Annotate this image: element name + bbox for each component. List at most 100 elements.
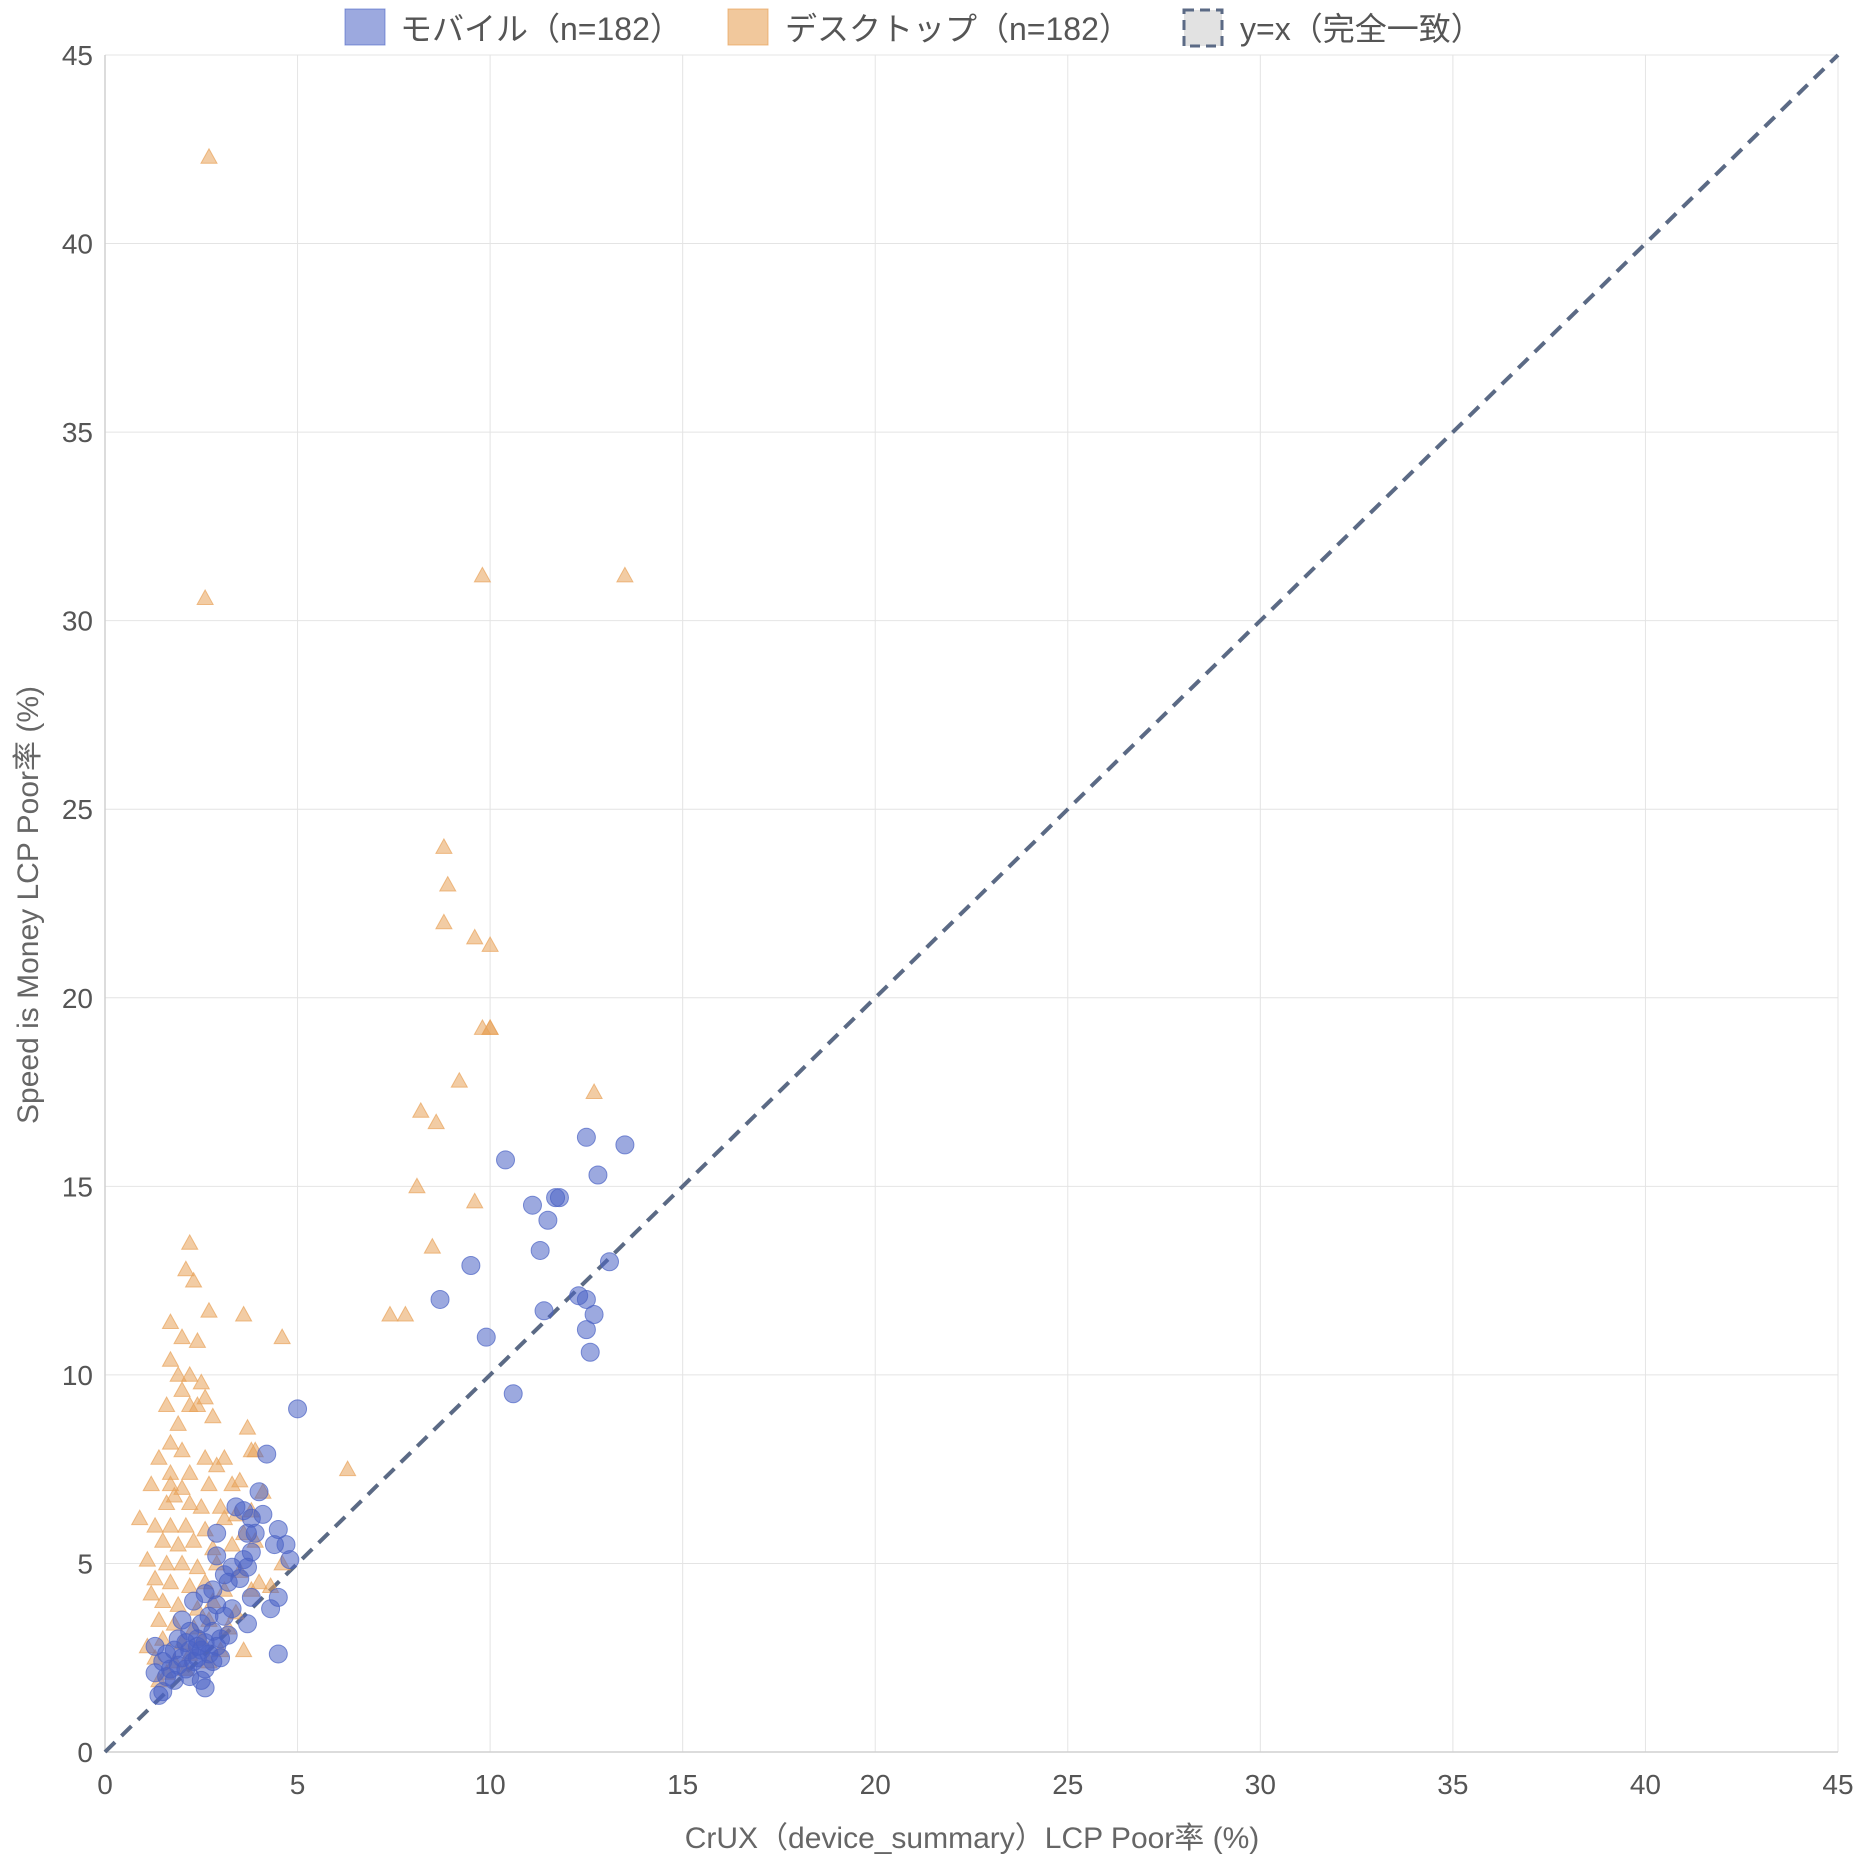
desktop-point <box>423 1237 442 1254</box>
mobile-point <box>522 1195 542 1215</box>
x-tick-label: 20 <box>860 1769 891 1800</box>
mobile-point <box>207 1546 227 1566</box>
desktop-point <box>157 1396 176 1412</box>
desktop-point <box>196 1448 214 1465</box>
x-tick-label: 35 <box>1437 1769 1468 1800</box>
desktop-point <box>473 566 492 583</box>
x-tick-label: 10 <box>475 1769 506 1800</box>
mobile-point <box>207 1523 227 1543</box>
desktop-point <box>481 935 499 952</box>
mobile-point <box>496 1150 516 1170</box>
mobile-point <box>164 1670 184 1690</box>
legend-swatch-mobile <box>344 8 386 46</box>
desktop-point <box>203 1407 222 1424</box>
desktop-point <box>161 1573 180 1590</box>
mobile-point <box>218 1572 238 1592</box>
y-tick-label: 25 <box>62 794 93 825</box>
x-tick-label: 25 <box>1052 1769 1083 1800</box>
desktop-point <box>153 1531 172 1548</box>
desktop-point <box>180 1365 199 1382</box>
y-tick-label: 40 <box>62 229 93 260</box>
mobile-point <box>241 1587 261 1607</box>
desktop-point <box>465 928 484 945</box>
y-tick-label: 15 <box>62 1171 93 1202</box>
x-tick-label: 5 <box>290 1769 306 1800</box>
mobile-point <box>280 1550 300 1570</box>
y-tick-label: 0 <box>77 1737 93 1768</box>
desktop-point <box>192 1497 211 1514</box>
desktop-point <box>180 1463 199 1480</box>
desktop-point <box>200 1301 218 1318</box>
mobile-point <box>264 1535 284 1555</box>
desktop-point <box>165 1486 184 1503</box>
reference-line-layer <box>103 53 1840 1754</box>
y-tick-label: 10 <box>62 1360 93 1391</box>
desktop-point <box>161 1350 180 1367</box>
mobile-point <box>187 1636 207 1656</box>
mobile-point <box>599 1252 619 1272</box>
desktop-point <box>200 1475 218 1492</box>
desktop-point <box>188 1331 207 1348</box>
desktop-point <box>188 1558 207 1575</box>
desktop-point <box>215 1448 234 1465</box>
mobile-point <box>476 1327 496 1347</box>
mobile-point <box>588 1165 608 1185</box>
desktop-point <box>180 1233 199 1250</box>
desktop-point <box>161 1433 180 1450</box>
desktop-point <box>435 837 453 854</box>
desktop-point <box>616 566 634 583</box>
legend-swatch-desktop <box>727 8 769 46</box>
desktop-point <box>169 1365 188 1382</box>
desktop-point <box>161 1313 180 1329</box>
x-axis-title: CrUX（device_summary）LCP Poor率 (%) <box>685 1822 1260 1855</box>
desktop-point <box>138 1550 157 1567</box>
y-axis-title: Speed is Money LCP Poor率 (%) <box>12 686 45 1124</box>
desktop-point <box>142 1584 161 1601</box>
y-tick-label: 35 <box>62 417 93 448</box>
mobile-point <box>268 1644 288 1664</box>
desktop-point <box>169 1535 188 1552</box>
x-tick-label: 15 <box>667 1769 698 1800</box>
desktop-point <box>238 1418 257 1435</box>
legend-label-reference: y=x（完全一致） <box>1240 11 1483 47</box>
grid <box>104 54 1839 1753</box>
desktop-point <box>180 1494 199 1511</box>
desktop-point <box>169 1595 188 1612</box>
x-tick-label: 30 <box>1245 1769 1276 1800</box>
mobile-point <box>214 1606 234 1626</box>
desktop-point <box>435 913 453 930</box>
desktop-point <box>150 1610 168 1627</box>
desktop-point <box>157 1554 176 1571</box>
mobile-point <box>503 1384 523 1404</box>
desktop-point <box>585 1083 603 1099</box>
mobile-point <box>184 1591 204 1611</box>
mobile-point <box>195 1678 215 1698</box>
desktop-point <box>211 1497 230 1514</box>
mobile-point <box>549 1188 569 1208</box>
desktop-point <box>396 1305 415 1322</box>
x-tick-label: 45 <box>1822 1769 1853 1800</box>
desktop-point <box>184 1531 203 1548</box>
desktop-point <box>173 1478 191 1495</box>
desktop-point <box>481 1018 499 1035</box>
mobile-point <box>249 1482 269 1502</box>
x-tick-label: 40 <box>1630 1769 1661 1800</box>
desktop-point <box>153 1592 172 1609</box>
desktop-point <box>408 1177 426 1194</box>
legend-label-mobile: モバイル（n=182） <box>400 11 682 47</box>
desktop-point <box>173 1441 191 1458</box>
desktop-point <box>438 875 457 892</box>
desktop-point <box>177 1516 195 1533</box>
desktop-point <box>427 1113 446 1130</box>
desktop-point <box>142 1475 161 1492</box>
mobile-point <box>430 1289 450 1309</box>
x-tick-label: 0 <box>97 1769 113 1800</box>
mobile-point <box>149 1685 169 1705</box>
desktop-point <box>146 1569 164 1586</box>
desktop-point <box>200 147 218 164</box>
desktop-point <box>273 1328 292 1345</box>
legend-label-desktop: デスクトップ（n=182） <box>785 11 1131 47</box>
mobile-point <box>615 1135 635 1155</box>
mobile-series <box>145 1127 635 1705</box>
